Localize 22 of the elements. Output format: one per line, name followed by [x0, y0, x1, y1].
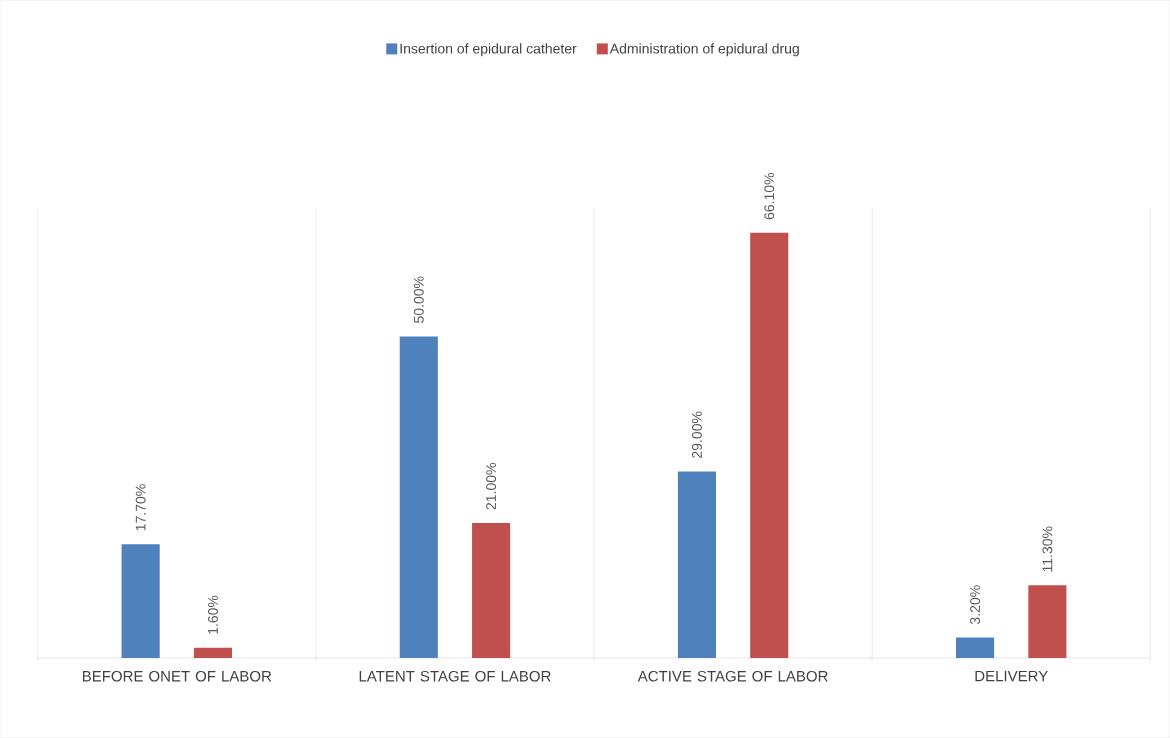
- bar: [677, 471, 716, 659]
- bar: [399, 336, 438, 659]
- data-label: 3.20%: [970, 585, 981, 625]
- bar: [750, 232, 789, 659]
- data-label: 11.30%: [1042, 526, 1053, 572]
- legend-label: Insertion of epidural catheter: [400, 43, 577, 57]
- data-label: 1.60%: [207, 595, 218, 634]
- x-tick-label: LATENT STAGE OF LABOR: [359, 671, 551, 682]
- data-label: 50.00%: [413, 276, 424, 324]
- x-tick-label: DELIVERY: [975, 671, 1048, 682]
- x-tick-label: BEFORE ONET OF LABOR: [82, 671, 272, 682]
- bar: [1028, 585, 1067, 659]
- x-tick-label: ACTIVE STAGE OF LABOR: [637, 671, 828, 682]
- bar: [193, 647, 233, 659]
- legend-label: Administration of epidural drug: [609, 43, 799, 57]
- data-label: 29.00%: [691, 411, 702, 458]
- data-label: 21.00%: [486, 463, 497, 510]
- data-label: 66.10%: [764, 173, 775, 220]
- bar: [472, 523, 511, 659]
- data-label: 17.70%: [135, 484, 146, 531]
- bar: [121, 544, 160, 659]
- bar: [956, 637, 995, 659]
